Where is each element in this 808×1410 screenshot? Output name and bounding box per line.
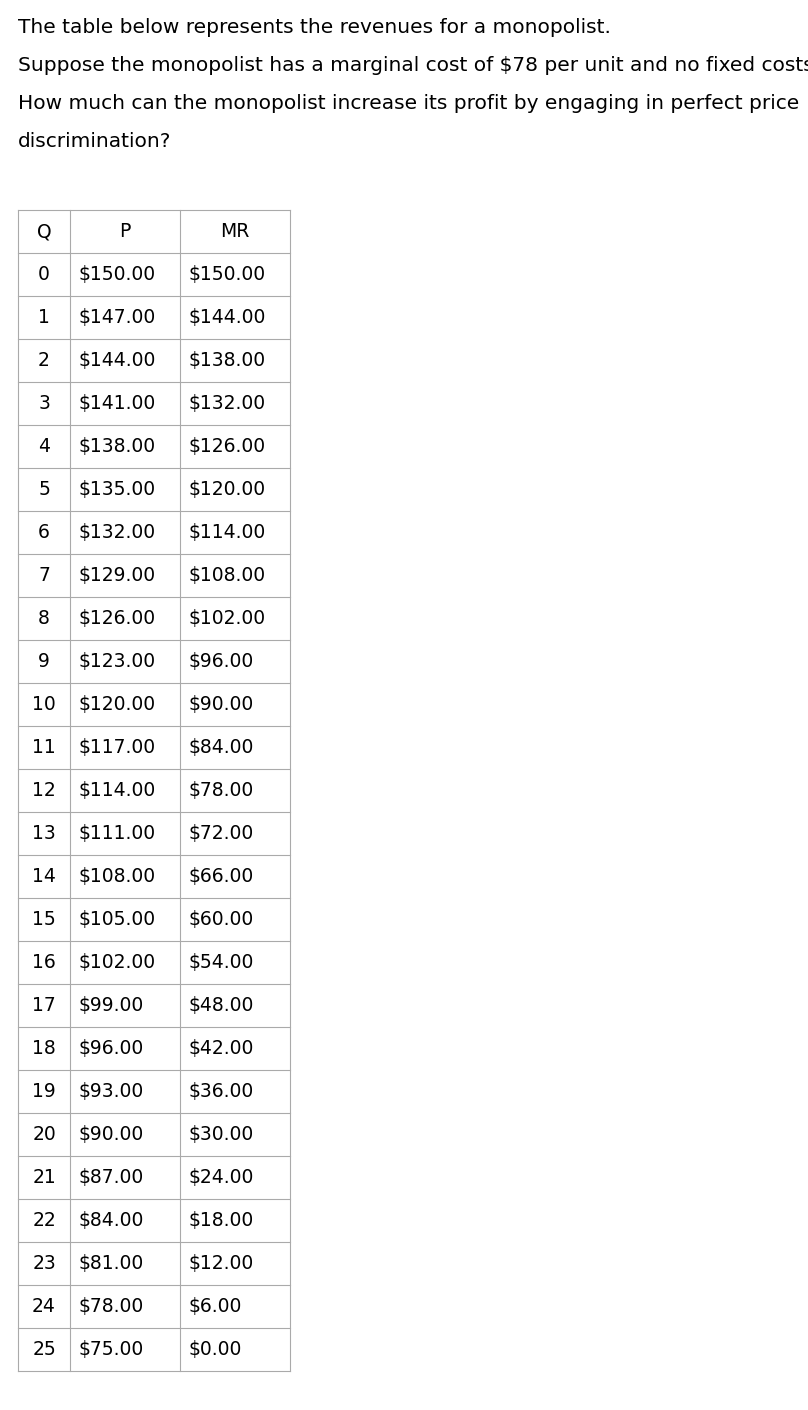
Text: 17: 17: [32, 995, 56, 1015]
Text: $78.00: $78.00: [188, 781, 253, 799]
Text: $60.00: $60.00: [188, 909, 253, 929]
Text: $102.00: $102.00: [188, 609, 265, 627]
Text: $99.00: $99.00: [78, 995, 143, 1015]
Text: 7: 7: [38, 565, 50, 585]
Text: $18.00: $18.00: [188, 1211, 253, 1230]
Text: 19: 19: [32, 1081, 56, 1101]
Text: 3: 3: [38, 393, 50, 413]
Text: MR: MR: [221, 221, 250, 241]
Text: $102.00: $102.00: [78, 953, 155, 971]
Text: 18: 18: [32, 1039, 56, 1058]
Text: 0: 0: [38, 265, 50, 283]
Text: $135.00: $135.00: [78, 479, 155, 499]
Text: $123.00: $123.00: [78, 651, 155, 671]
Text: 24: 24: [32, 1297, 56, 1316]
Text: 4: 4: [38, 437, 50, 455]
Text: $90.00: $90.00: [78, 1125, 143, 1144]
Text: $132.00: $132.00: [188, 393, 265, 413]
Text: $138.00: $138.00: [188, 351, 265, 369]
Text: $150.00: $150.00: [188, 265, 265, 283]
Text: 21: 21: [32, 1167, 56, 1187]
Text: $111.00: $111.00: [78, 823, 155, 843]
Text: $108.00: $108.00: [78, 867, 155, 885]
Text: $129.00: $129.00: [78, 565, 155, 585]
Text: 1: 1: [38, 307, 50, 327]
Text: 10: 10: [32, 695, 56, 713]
Text: $117.00: $117.00: [78, 737, 155, 757]
Text: $90.00: $90.00: [188, 695, 253, 713]
Text: $66.00: $66.00: [188, 867, 253, 885]
Text: 14: 14: [32, 867, 56, 885]
Text: $114.00: $114.00: [78, 781, 155, 799]
Text: $114.00: $114.00: [188, 523, 265, 541]
Text: 22: 22: [32, 1211, 56, 1230]
Text: $0.00: $0.00: [188, 1340, 242, 1359]
Text: $108.00: $108.00: [188, 565, 265, 585]
Text: $72.00: $72.00: [188, 823, 253, 843]
Text: $120.00: $120.00: [188, 479, 265, 499]
Text: 6: 6: [38, 523, 50, 541]
Text: 23: 23: [32, 1253, 56, 1273]
Text: $48.00: $48.00: [188, 995, 254, 1015]
Text: $144.00: $144.00: [78, 351, 155, 369]
Text: 25: 25: [32, 1340, 56, 1359]
Text: 2: 2: [38, 351, 50, 369]
Text: $24.00: $24.00: [188, 1167, 254, 1187]
Text: 9: 9: [38, 651, 50, 671]
Text: P: P: [120, 221, 131, 241]
Text: $54.00: $54.00: [188, 953, 254, 971]
Text: 5: 5: [38, 479, 50, 499]
Text: $138.00: $138.00: [78, 437, 155, 455]
Text: $144.00: $144.00: [188, 307, 265, 327]
Text: $84.00: $84.00: [188, 737, 254, 757]
Text: $93.00: $93.00: [78, 1081, 143, 1101]
Text: How much can the monopolist increase its profit by engaging in perfect price: How much can the monopolist increase its…: [18, 94, 799, 113]
Text: $150.00: $150.00: [78, 265, 155, 283]
Text: The table below represents the revenues for a monopolist.: The table below represents the revenues …: [18, 18, 611, 37]
Text: $81.00: $81.00: [78, 1253, 143, 1273]
Text: 20: 20: [32, 1125, 56, 1144]
Text: $78.00: $78.00: [78, 1297, 143, 1316]
Text: $120.00: $120.00: [78, 695, 155, 713]
Text: Q: Q: [36, 221, 52, 241]
Text: discrimination?: discrimination?: [18, 133, 171, 151]
Text: $75.00: $75.00: [78, 1340, 143, 1359]
Text: $96.00: $96.00: [78, 1039, 143, 1058]
Text: $42.00: $42.00: [188, 1039, 254, 1058]
Text: $96.00: $96.00: [188, 651, 253, 671]
Text: $126.00: $126.00: [188, 437, 265, 455]
Text: $6.00: $6.00: [188, 1297, 242, 1316]
Text: $105.00: $105.00: [78, 909, 155, 929]
Text: $141.00: $141.00: [78, 393, 155, 413]
Text: $87.00: $87.00: [78, 1167, 143, 1187]
Text: $132.00: $132.00: [78, 523, 155, 541]
Text: $36.00: $36.00: [188, 1081, 253, 1101]
Text: 13: 13: [32, 823, 56, 843]
Text: 12: 12: [32, 781, 56, 799]
Text: $84.00: $84.00: [78, 1211, 143, 1230]
Text: 8: 8: [38, 609, 50, 627]
Text: Suppose the monopolist has a marginal cost of $78 per unit and no fixed costs.: Suppose the monopolist has a marginal co…: [18, 56, 808, 75]
Text: 11: 11: [32, 737, 56, 757]
Text: $30.00: $30.00: [188, 1125, 253, 1144]
Text: $126.00: $126.00: [78, 609, 155, 627]
Text: $147.00: $147.00: [78, 307, 155, 327]
Text: $12.00: $12.00: [188, 1253, 253, 1273]
Text: 16: 16: [32, 953, 56, 971]
Text: 15: 15: [32, 909, 56, 929]
